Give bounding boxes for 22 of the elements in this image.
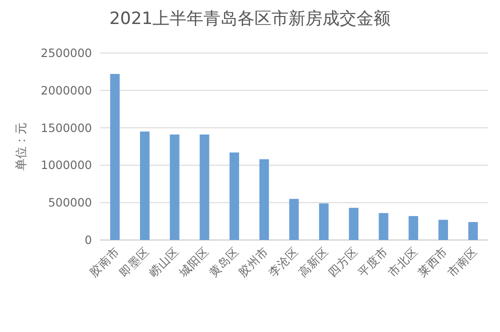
chart-title: 2021上半年青岛各区市新房成交金额 — [109, 9, 391, 29]
y-tick-label: 1000000 — [40, 158, 92, 172]
bar — [408, 216, 418, 240]
y-tick-label: 0 — [84, 233, 92, 247]
bar — [140, 132, 150, 240]
bar — [378, 213, 388, 240]
y-tick-label: 1500000 — [40, 120, 92, 135]
y-tick-label: 500000 — [48, 196, 92, 210]
y-axis-title: 单位：元 — [14, 122, 28, 170]
y-tick-label: 2500000 — [40, 46, 92, 60]
bar — [230, 152, 240, 240]
bar — [319, 203, 329, 240]
x-tick-label: 市南区 — [444, 244, 480, 280]
bar — [259, 159, 269, 240]
y-tick-label: 2000000 — [40, 83, 92, 98]
bar — [438, 220, 448, 240]
bar — [289, 198, 299, 240]
bar — [170, 134, 180, 240]
bar — [200, 134, 210, 240]
bar — [468, 222, 478, 240]
bar — [110, 74, 120, 240]
bar — [348, 208, 358, 240]
